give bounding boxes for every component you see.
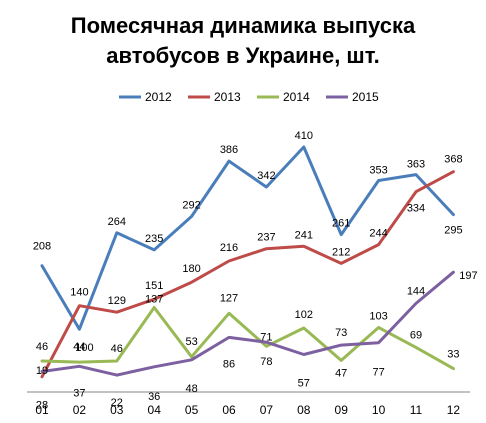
data-label-2012-09: 261 bbox=[332, 218, 350, 230]
data-label-2012-05: 292 bbox=[182, 199, 200, 211]
x-tick-label-10: 10 bbox=[372, 403, 386, 417]
series-line-2012 bbox=[40, 145, 455, 331]
data-label-2014-08: 102 bbox=[295, 309, 313, 321]
x-tick-label-03: 03 bbox=[110, 403, 124, 417]
series-line-2015 bbox=[40, 270, 455, 377]
data-label-2015-10: 77 bbox=[372, 367, 384, 379]
legend-label-2015: 2015 bbox=[352, 90, 379, 104]
data-label-2012-01: 208 bbox=[33, 241, 51, 253]
x-tick-label-04: 04 bbox=[148, 403, 162, 417]
data-label-2013-01: 19 bbox=[36, 365, 48, 377]
data-label-2014-03: 46 bbox=[111, 343, 123, 355]
data-label-2014-07: 71 bbox=[260, 331, 272, 343]
data-label-2014-02: 44 bbox=[73, 341, 85, 353]
data-label-2012-12: 295 bbox=[444, 225, 462, 237]
data-label-2013-09: 212 bbox=[332, 246, 350, 258]
chart-title-line-2: автобусов в Украине, шт. bbox=[106, 43, 379, 68]
data-label-2012-03: 264 bbox=[108, 216, 126, 228]
data-label-2014-10: 103 bbox=[369, 310, 387, 322]
data-label-2012-07: 342 bbox=[257, 170, 275, 182]
data-label-2015-08: 57 bbox=[298, 377, 310, 389]
data-label-2013-06: 216 bbox=[220, 242, 238, 254]
series-layer: 208 100 264 235 292 386 342 410 261 353 363 295 19 14… bbox=[33, 130, 478, 412]
x-tick-label-01: 01 bbox=[35, 403, 49, 417]
data-label-2015-05: 48 bbox=[185, 383, 197, 395]
x-axis-ticks: 01 02 03 04 05 06 07 08 09 10 11 12 bbox=[35, 403, 460, 417]
x-tick-label-05: 05 bbox=[185, 403, 199, 417]
data-label-2013-07: 237 bbox=[257, 232, 275, 244]
series-line-2014 bbox=[40, 306, 455, 371]
data-label-2015-02: 37 bbox=[73, 387, 85, 399]
data-label-2014-01: 46 bbox=[36, 341, 48, 353]
x-tick-label-08: 08 bbox=[297, 403, 311, 417]
series-line-2013 bbox=[40, 170, 455, 379]
data-label-2015-01: 28 bbox=[36, 400, 48, 412]
data-label-2012-08: 410 bbox=[295, 130, 313, 142]
data-label-2012-10: 353 bbox=[369, 165, 387, 177]
x-tick-label-12: 12 bbox=[447, 403, 461, 417]
data-label-2013-03: 129 bbox=[108, 295, 126, 307]
legend-label-2013: 2013 bbox=[214, 90, 241, 104]
data-label-2012-04: 235 bbox=[145, 233, 163, 245]
x-tick-label-11: 11 bbox=[410, 403, 423, 417]
data-label-2015-09: 73 bbox=[335, 327, 347, 339]
data-label-2015-03: 22 bbox=[111, 397, 123, 409]
data-label-2014-09: 47 bbox=[335, 367, 347, 379]
data-label-2013-10: 244 bbox=[369, 228, 387, 240]
data-label-2015-06: 86 bbox=[223, 358, 235, 370]
x-tick-label-06: 06 bbox=[222, 403, 236, 417]
data-label-2013-12: 368 bbox=[444, 154, 462, 166]
data-label-2014-04: 137 bbox=[145, 293, 163, 305]
x-tick-label-09: 09 bbox=[335, 403, 349, 417]
data-label-2014-06: 127 bbox=[220, 292, 238, 304]
data-label-2012-02: 100 bbox=[75, 342, 93, 354]
legend: 2012 2013 2014 2015 bbox=[119, 90, 379, 104]
data-label-2012-06: 386 bbox=[220, 144, 238, 156]
data-label-2013-04: 151 bbox=[145, 280, 163, 292]
x-tick-label-02: 02 bbox=[73, 403, 87, 417]
data-label-2015-12: 197 bbox=[459, 270, 477, 282]
chart-title-line-1: Помесячная динамика выпуска bbox=[71, 13, 416, 38]
data-label-2013-02: 140 bbox=[70, 287, 88, 299]
x-tick-label-07: 07 bbox=[260, 403, 274, 417]
data-label-2015-07: 78 bbox=[260, 356, 272, 368]
data-label-2013-11: 334 bbox=[407, 203, 425, 215]
legend-label-2014: 2014 bbox=[283, 90, 310, 104]
legend-label-2012: 2012 bbox=[145, 90, 172, 104]
data-label-2012-11: 363 bbox=[407, 159, 425, 171]
data-label-2014-12: 33 bbox=[447, 349, 459, 361]
data-label-2015-04: 36 bbox=[148, 391, 160, 403]
data-label-2013-05: 180 bbox=[182, 263, 200, 275]
data-label-2015-11: 144 bbox=[407, 285, 425, 297]
data-label-2014-11: 69 bbox=[410, 329, 422, 341]
data-label-2014-05: 53 bbox=[185, 336, 197, 348]
data-label-2013-08: 241 bbox=[295, 229, 313, 241]
